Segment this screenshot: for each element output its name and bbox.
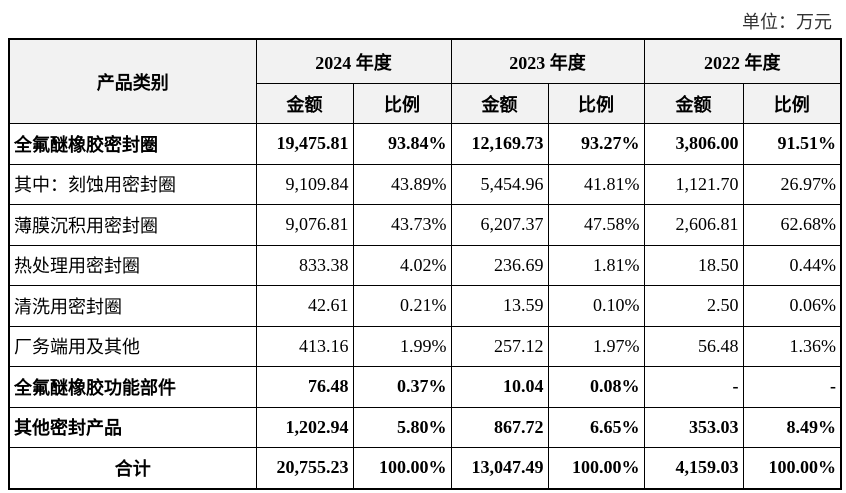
- cell-value: 2.50: [643, 285, 744, 327]
- row-label: 合计: [8, 447, 257, 489]
- table-row: 薄膜沉积用密封圈 9,076.81 43.73% 6,207.37 47.58% 2,60…: [8, 204, 842, 246]
- table-row: 其中：刻蚀用密封圈 9,109.84 43.89% 5,454.96 41.81% 1,1…: [8, 163, 842, 205]
- table-row: 全氟醚橡胶密封圈 19,475.81 93.84% 12,169.73 93.27% 3,…: [8, 123, 842, 165]
- table-row: 清洗用密封圈 42.61 0.21% 13.59 0.10% 2.50 0.06%: [8, 285, 842, 327]
- cell-value: 6.65%: [547, 406, 645, 448]
- row-label: 其他密封产品: [8, 406, 257, 448]
- cell-value: 1.81%: [547, 244, 645, 286]
- table-head: 产品类别 2024 年度 2023 年度 2022 年度 金额 比例 金额 比例 金额 比例: [8, 38, 842, 124]
- data-table: 产品类别 2024 年度 2023 年度 2022 年度 金额 比例 金额 比例 金额 比例 全…: [8, 38, 842, 490]
- cell-value: 41.81%: [547, 163, 645, 205]
- column-header: 金额: [643, 83, 744, 124]
- cell-value: 42.61: [255, 285, 354, 327]
- table-row: 全氟醚橡胶功能部件 76.48 0.37% 10.04 0.08% - -: [8, 366, 842, 408]
- column-header: 比例: [547, 83, 645, 124]
- cell-value: 9,109.84: [255, 163, 354, 205]
- header-row: 金额 比例 金额 比例 金额 比例: [9, 83, 842, 124]
- year-header: 2024 年度: [255, 38, 452, 84]
- cell-value: 1.36%: [742, 325, 842, 367]
- column-header: 比例: [742, 83, 842, 124]
- cell-value: 56.48: [643, 325, 744, 367]
- table-row: 其他密封产品 1,202.94 5.80% 867.72 6.65% 353.03 8.49…: [8, 406, 842, 448]
- cell-value: 8.49%: [742, 406, 842, 448]
- cell-value: 100.00%: [742, 447, 842, 489]
- cell-value: 5.80%: [352, 406, 452, 448]
- cell-value: -: [742, 366, 842, 408]
- cell-value: 1.97%: [547, 325, 645, 367]
- cell-value: 4,159.03: [643, 447, 744, 489]
- cell-value: 91.51%: [742, 123, 842, 165]
- cell-value: 47.58%: [547, 204, 645, 246]
- cell-value: 353.03: [643, 406, 744, 448]
- row-label: 全氟醚橡胶功能部件: [8, 366, 257, 408]
- cell-value: 0.06%: [742, 285, 842, 327]
- row-label: 厂务端用及其他: [8, 325, 257, 367]
- cell-value: 236.69: [450, 244, 549, 286]
- cell-value: 1.99%: [352, 325, 452, 367]
- cell-value: 413.16: [255, 325, 354, 367]
- row-label: 其中：刻蚀用密封圈: [8, 163, 257, 205]
- cell-value: 13,047.49: [450, 447, 549, 489]
- category-header: 产品类别: [8, 38, 257, 124]
- cell-value: 13.59: [450, 285, 549, 327]
- cell-value: 833.38: [255, 244, 354, 286]
- cell-value: 2,606.81: [643, 204, 744, 246]
- table-row: 合计 20,755.23 100.00% 13,047.49 100.00% 4,159.…: [8, 447, 842, 489]
- unit-label: 单位：万元: [742, 12, 832, 32]
- cell-value: 9,076.81: [255, 204, 354, 246]
- cell-value: 1,202.94: [255, 406, 354, 448]
- cell-value: 4.02%: [352, 244, 452, 286]
- table-body: 全氟醚橡胶密封圈 19,475.81 93.84% 12,169.73 93.27% 3,…: [8, 123, 842, 489]
- row-label: 热处理用密封圈: [8, 244, 257, 286]
- year-header: 2022 年度: [643, 38, 842, 84]
- cell-value: -: [643, 366, 744, 408]
- cell-value: 93.84%: [352, 123, 452, 165]
- cell-value: 20,755.23: [255, 447, 354, 489]
- cell-value: 0.08%: [547, 366, 645, 408]
- cell-value: 867.72: [450, 406, 549, 448]
- cell-value: 10.04: [450, 366, 549, 408]
- column-header: 金额: [255, 83, 354, 124]
- header-row: 产品类别 2024 年度 2023 年度 2022 年度: [8, 38, 842, 124]
- cell-value: 100.00%: [547, 447, 645, 489]
- table-row: 热处理用密封圈 833.38 4.02% 236.69 1.81% 18.50 0.44%: [8, 244, 842, 286]
- cell-value: 18.50: [643, 244, 744, 286]
- cell-value: 1,121.70: [643, 163, 744, 205]
- cell-value: 0.44%: [742, 244, 842, 286]
- cell-value: 0.37%: [352, 366, 452, 408]
- cell-value: 43.73%: [352, 204, 452, 246]
- cell-value: 12,169.73: [450, 123, 549, 165]
- cell-value: 43.89%: [352, 163, 452, 205]
- cell-value: 3,806.00: [643, 123, 744, 165]
- cell-value: 5,454.96: [450, 163, 549, 205]
- column-header: 金额: [450, 83, 549, 124]
- cell-value: 26.97%: [742, 163, 842, 205]
- table-row: 厂务端用及其他 413.16 1.99% 257.12 1.97% 56.48 1.36%: [8, 325, 842, 367]
- cell-value: 0.21%: [352, 285, 452, 327]
- cell-value: 100.00%: [352, 447, 452, 489]
- cell-value: 6,207.37: [450, 204, 549, 246]
- cell-value: 62.68%: [742, 204, 842, 246]
- row-label: 薄膜沉积用密封圈: [8, 204, 257, 246]
- cell-value: 0.10%: [547, 285, 645, 327]
- cell-value: 19,475.81: [255, 123, 354, 165]
- column-header: 比例: [352, 83, 452, 124]
- year-header: 2023 年度: [450, 38, 645, 84]
- row-label: 清洗用密封圈: [8, 285, 257, 327]
- row-label: 全氟醚橡胶密封圈: [8, 123, 257, 165]
- cell-value: 76.48: [255, 366, 354, 408]
- cell-value: 257.12: [450, 325, 549, 367]
- cell-value: 93.27%: [547, 123, 645, 165]
